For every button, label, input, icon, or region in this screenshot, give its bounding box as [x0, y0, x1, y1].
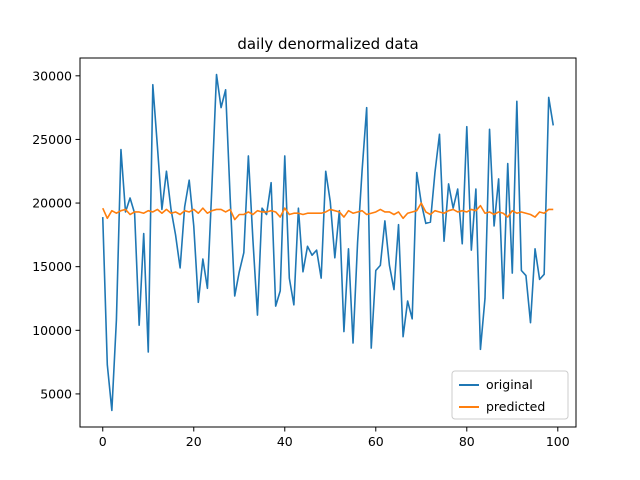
- x-tick-label: 0: [99, 434, 107, 449]
- series-layer: [101, 73, 555, 412]
- y-axis: 5000 10000 15000 20000 25000 30000: [32, 68, 80, 401]
- chart-title: daily denormalized data: [237, 35, 418, 53]
- x-tick-label: 20: [186, 434, 202, 449]
- series-line-predicted: [102, 202, 554, 221]
- y-tick-label: 10000: [32, 323, 72, 338]
- series-line-original: [101, 73, 555, 412]
- y-tick-label: 30000: [32, 68, 72, 83]
- legend: original predicted: [451, 370, 569, 420]
- x-tick-label: 40: [277, 434, 293, 449]
- x-axis: 0 20 40 60 80 100: [99, 427, 570, 449]
- plot-frame: [79, 57, 577, 428]
- y-tick-label: 20000: [32, 196, 72, 211]
- y-tick-label: 15000: [32, 259, 72, 274]
- x-tick-label: 80: [459, 434, 475, 449]
- legend-label-original: original: [486, 377, 533, 392]
- legend-box: [451, 370, 569, 420]
- x-tick-label: 60: [368, 434, 384, 449]
- y-tick-label: 25000: [32, 132, 72, 147]
- y-tick-label: 5000: [40, 386, 72, 401]
- legend-label-predicted: predicted: [486, 399, 545, 414]
- x-tick-label: 100: [546, 434, 570, 449]
